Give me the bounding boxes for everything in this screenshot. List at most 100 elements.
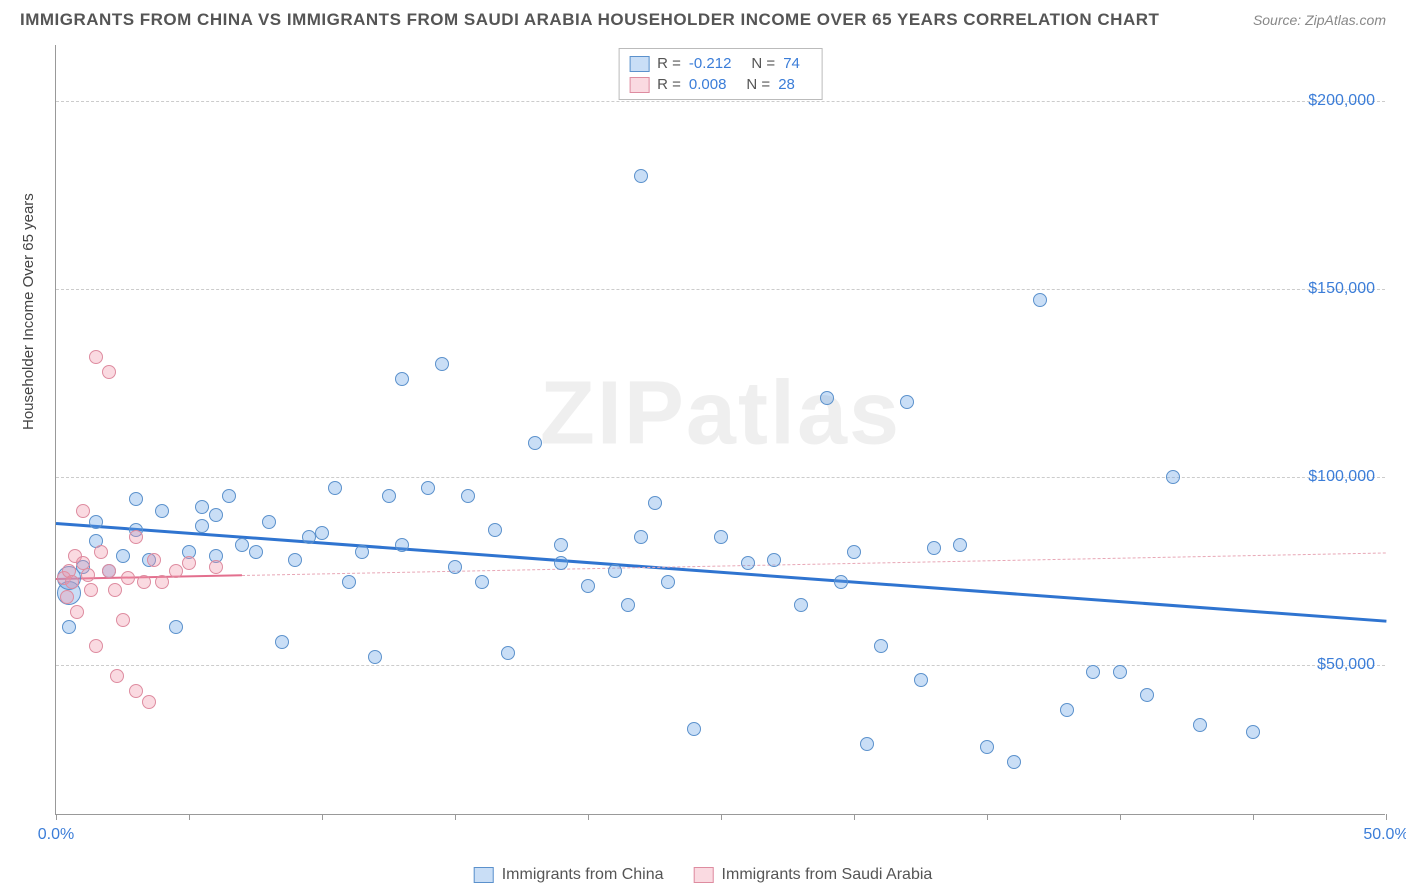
- data-point: [222, 489, 236, 503]
- data-point: [262, 515, 276, 529]
- data-point: [89, 639, 103, 653]
- data-point: [395, 372, 409, 386]
- data-point: [382, 489, 396, 503]
- data-point: [182, 556, 196, 570]
- data-point: [102, 365, 116, 379]
- r-value: -0.212: [689, 55, 732, 72]
- data-point: [195, 519, 209, 533]
- x-tick: [455, 814, 456, 820]
- data-point: [634, 169, 648, 183]
- data-point: [1086, 665, 1100, 679]
- data-point: [169, 564, 183, 578]
- legend-label: Immigrants from Saudi Arabia: [722, 866, 933, 884]
- x-tick-label: 50.0%: [1363, 826, 1406, 844]
- legend-swatch: [629, 77, 649, 93]
- data-point: [714, 530, 728, 544]
- x-tick: [322, 814, 323, 820]
- data-point: [980, 740, 994, 754]
- data-point: [927, 541, 941, 555]
- y-axis-label: Householder Income Over 65 years: [20, 193, 37, 430]
- data-point: [89, 350, 103, 364]
- x-tick: [721, 814, 722, 820]
- data-point: [874, 639, 888, 653]
- data-point: [1166, 470, 1180, 484]
- x-tick: [1253, 814, 1254, 820]
- data-point: [155, 575, 169, 589]
- gridline: [56, 289, 1385, 290]
- data-point: [169, 620, 183, 634]
- data-point: [1060, 703, 1074, 717]
- data-point: [448, 560, 462, 574]
- data-point: [147, 553, 161, 567]
- data-point: [275, 635, 289, 649]
- n-label: N =: [746, 76, 770, 93]
- data-point: [155, 504, 169, 518]
- data-point: [288, 553, 302, 567]
- data-point: [648, 496, 662, 510]
- legend-label: Immigrants from China: [502, 866, 664, 884]
- legend-row: R =-0.212N =74: [629, 53, 812, 74]
- data-point: [687, 722, 701, 736]
- data-point: [847, 545, 861, 559]
- data-point: [794, 598, 808, 612]
- data-point: [554, 538, 568, 552]
- gridline: [56, 101, 1385, 102]
- data-point: [342, 575, 356, 589]
- data-point: [741, 556, 755, 570]
- data-point: [116, 613, 130, 627]
- data-point: [488, 523, 502, 537]
- watermark-text: ZIPatlas: [540, 363, 901, 466]
- data-point: [1007, 755, 1021, 769]
- x-tick: [987, 814, 988, 820]
- legend-item: Immigrants from China: [474, 866, 664, 884]
- x-tick: [588, 814, 589, 820]
- data-point: [94, 545, 108, 559]
- data-point: [249, 545, 263, 559]
- data-point: [142, 695, 156, 709]
- data-point: [661, 575, 675, 589]
- data-point: [1033, 293, 1047, 307]
- gridline: [56, 665, 1385, 666]
- data-point: [528, 436, 542, 450]
- data-point: [1246, 725, 1260, 739]
- data-point: [621, 598, 635, 612]
- legend-swatch: [629, 56, 649, 72]
- r-label: R =: [657, 55, 681, 72]
- x-tick-label: 0.0%: [38, 826, 74, 844]
- scatter-chart: ZIPatlas R =-0.212N =74R =0.008N =28 $50…: [55, 45, 1385, 815]
- data-point: [461, 489, 475, 503]
- data-point: [116, 549, 130, 563]
- n-label: N =: [751, 55, 775, 72]
- data-point: [110, 669, 124, 683]
- gridline: [56, 477, 1385, 478]
- data-point: [368, 650, 382, 664]
- r-value: 0.008: [689, 76, 727, 93]
- data-point: [767, 553, 781, 567]
- x-tick: [56, 814, 57, 820]
- correlation-legend: R =-0.212N =74R =0.008N =28: [618, 48, 823, 100]
- data-point: [435, 357, 449, 371]
- data-point: [209, 560, 223, 574]
- data-point: [102, 564, 116, 578]
- data-point: [81, 568, 95, 582]
- data-point: [554, 556, 568, 570]
- x-tick: [1120, 814, 1121, 820]
- data-point: [501, 646, 515, 660]
- data-point: [62, 620, 76, 634]
- data-point: [195, 500, 209, 514]
- legend-swatch: [694, 867, 714, 883]
- data-point: [121, 571, 135, 585]
- legend-item: Immigrants from Saudi Arabia: [694, 866, 933, 884]
- data-point: [1113, 665, 1127, 679]
- y-tick-label: $150,000: [1308, 280, 1375, 298]
- data-point: [634, 530, 648, 544]
- data-point: [209, 508, 223, 522]
- x-tick: [854, 814, 855, 820]
- data-point: [953, 538, 967, 552]
- y-tick-label: $50,000: [1317, 656, 1375, 674]
- data-point: [76, 504, 90, 518]
- x-tick: [189, 814, 190, 820]
- source-label: Source: ZipAtlas.com: [1253, 12, 1386, 28]
- data-point: [328, 481, 342, 495]
- data-point: [70, 605, 84, 619]
